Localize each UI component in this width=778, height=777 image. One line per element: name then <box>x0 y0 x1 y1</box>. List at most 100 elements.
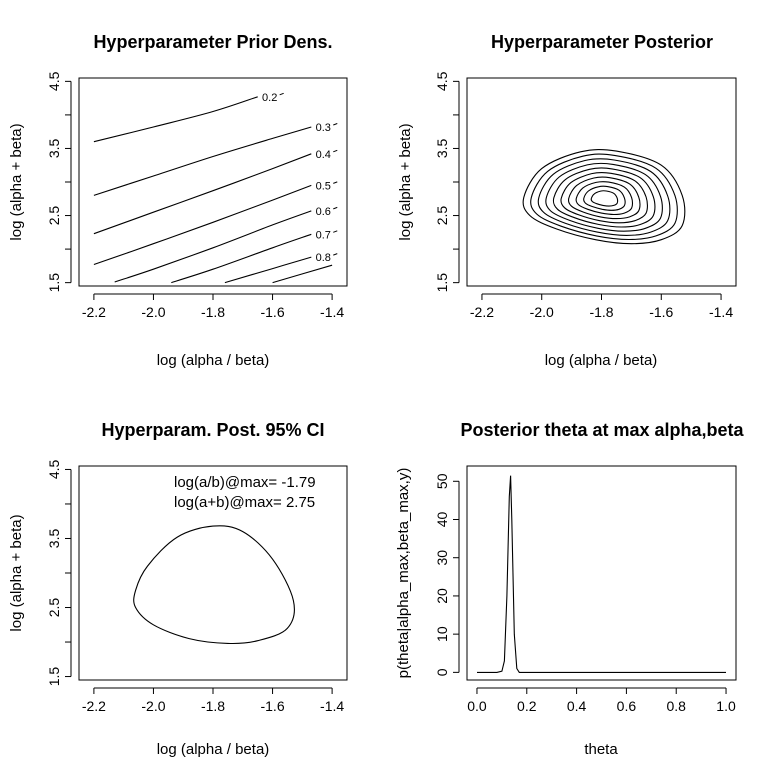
y-tick-label: 30 <box>434 550 450 566</box>
x-tick-label: -1.6 <box>649 304 673 320</box>
x-tick-label: -1.4 <box>320 698 344 714</box>
y-tick-label: 1.5 <box>46 273 62 293</box>
annotation-alpha-beta-sum: log(a+b)@max= 2.75 <box>174 494 315 511</box>
contour-line <box>545 162 663 232</box>
contour-line <box>224 256 312 284</box>
y-tick-label: 2.5 <box>46 598 62 618</box>
y-axis-label: p(theta|alpha_max,beta_max,y) <box>395 468 412 679</box>
chart-title: Posterior theta at max alpha,beta <box>460 420 744 440</box>
y-axis-label: log (alpha + beta) <box>8 123 25 240</box>
contour-line <box>272 264 333 284</box>
y-tick-label: 20 <box>434 588 450 604</box>
y-tick-label: 2.5 <box>434 206 450 226</box>
chart-title: Hyperparameter Prior Dens. <box>93 32 332 52</box>
y-tick-label: 2.5 <box>46 206 62 226</box>
contour-level-label: 0.8 <box>316 252 331 264</box>
x-tick-label: -2.2 <box>470 304 494 320</box>
y-tick-label: 3.5 <box>46 529 62 549</box>
y-tick-label: 0 <box>434 668 450 676</box>
plot-frame <box>466 77 737 287</box>
contour-line <box>552 167 656 228</box>
contour-level-label: 0.4 <box>316 149 331 161</box>
contour-line <box>567 176 641 220</box>
x-tick-label: -1.8 <box>589 304 613 320</box>
x-axis: -2.2 -2.0 -1.8 -1.6 -1.4 <box>470 293 733 320</box>
contours <box>522 148 686 245</box>
contour-line <box>171 233 312 284</box>
x-axis: -2.2 -2.0 -1.8 -1.6 -1.4 <box>82 687 344 714</box>
x-axis-label: theta <box>584 741 618 758</box>
chart-title: Hyperparam. Post. 95% CI <box>101 420 324 440</box>
contour-line <box>333 149 338 153</box>
x-tick-label: -1.6 <box>260 304 284 320</box>
x-tick-label: 0.6 <box>617 698 637 714</box>
contour-line <box>590 190 619 207</box>
x-tick-label: -2.0 <box>141 304 165 320</box>
x-tick-label: -1.6 <box>260 698 284 714</box>
contour-line <box>560 171 648 224</box>
panel-95-ci: Hyperparam. Post. 95% CI -2.2 -2.0 -1.8 -1.… <box>8 420 348 758</box>
y-tick-label: 4.5 <box>46 71 62 91</box>
panel-posterior: Hyperparameter Posterior -2.2 -2.0 -1.8 -1.… <box>397 32 737 369</box>
x-tick-label: -1.8 <box>201 304 225 320</box>
chart-title: Hyperparameter Posterior <box>491 32 713 52</box>
y-tick-label: 10 <box>434 626 450 642</box>
x-axis-label: log (alpha / beta) <box>157 741 270 758</box>
x-tick-label: 0.4 <box>567 698 587 714</box>
contour-line <box>93 153 312 235</box>
x-tick-label: 0.0 <box>467 698 487 714</box>
y-axis: 1.5 2.5 3.5 4.5 <box>46 460 72 687</box>
contours: 0.2 0.3 0.4 0.5 0.6 0.7 0.8 <box>93 92 338 284</box>
y-tick-label: 4.5 <box>46 460 62 480</box>
x-tick-label: -2.2 <box>82 304 106 320</box>
y-axis: 1.5 2.5 3.5 4.5 <box>46 71 72 293</box>
density-line <box>477 475 726 673</box>
x-tick-label: -2.0 <box>141 698 165 714</box>
x-tick-label: -2.0 <box>530 304 554 320</box>
x-tick-label: -1.8 <box>201 698 225 714</box>
contour-line <box>333 253 338 256</box>
contour-line <box>114 210 312 283</box>
contour-level-label: 0.3 <box>316 122 331 134</box>
y-axis-label: log (alpha + beta) <box>8 514 25 631</box>
plot-frame <box>78 465 348 681</box>
y-tick-label: 3.5 <box>46 139 62 159</box>
x-tick-label: 1.0 <box>716 698 736 714</box>
contour-line <box>93 96 258 143</box>
y-tick-label: 50 <box>434 473 450 489</box>
contour-line <box>333 206 338 210</box>
contour-line <box>583 185 626 211</box>
contours <box>133 525 295 645</box>
y-tick-label: 40 <box>434 512 450 528</box>
x-axis: 0.0 0.2 0.4 0.6 0.8 1.0 <box>467 687 736 714</box>
y-tick-label: 1.5 <box>434 273 450 293</box>
contour-line <box>279 92 284 96</box>
plot-frame <box>78 77 348 287</box>
x-axis-label: log (alpha / beta) <box>545 352 658 369</box>
x-tick-label: -1.4 <box>709 304 733 320</box>
contour-line <box>537 158 671 236</box>
ci-contour-line <box>133 525 295 645</box>
plot-frame <box>466 465 737 681</box>
contour-level-label: 0.2 <box>262 92 277 104</box>
contour-line <box>575 181 634 216</box>
contour-line <box>333 230 338 233</box>
x-tick-label: -2.2 <box>82 698 106 714</box>
contour-line <box>93 184 312 266</box>
x-axis: -2.2 -2.0 -1.8 -1.6 -1.4 <box>82 293 344 320</box>
contour-line <box>93 126 312 196</box>
contour-line <box>530 153 678 241</box>
panel-theta-posterior: Posterior theta at max alpha,beta 0.0 0.2… <box>395 420 745 758</box>
y-tick-label: 1.5 <box>46 667 62 687</box>
panel-prior-density: Hyperparameter Prior Dens. -2.2 -2.0 -1.8 -… <box>8 32 348 369</box>
annotation-alpha-beta-ratio: log(a/b)@max= -1.79 <box>174 474 316 491</box>
x-axis-label: log (alpha / beta) <box>157 352 270 369</box>
contour-level-label: 0.7 <box>316 229 331 241</box>
contour-level-label: 0.5 <box>316 180 331 192</box>
contour-line <box>333 181 338 184</box>
contour-line <box>522 148 686 245</box>
y-axis: 1.5 2.5 3.5 4.5 <box>434 71 460 293</box>
y-tick-label: 4.5 <box>434 71 450 91</box>
y-axis-label: log (alpha + beta) <box>397 123 414 240</box>
